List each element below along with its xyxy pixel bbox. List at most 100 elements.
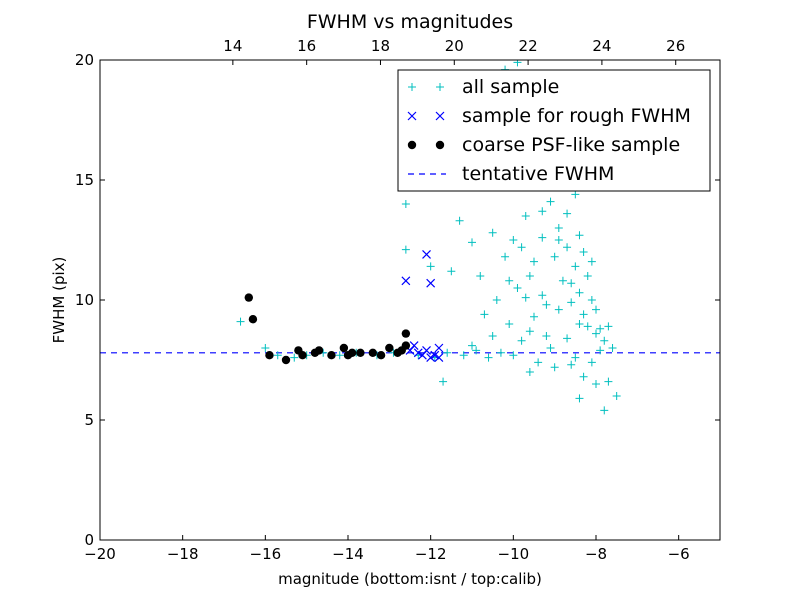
x-tick-label: −8 bbox=[585, 545, 607, 563]
all-sample-point bbox=[554, 224, 563, 232]
x-tick-label: −18 bbox=[167, 545, 199, 563]
all-sample-point bbox=[587, 296, 596, 304]
all-sample-point bbox=[538, 207, 547, 216]
all-sample-point bbox=[530, 312, 538, 321]
top-tick-label: 20 bbox=[445, 37, 464, 55]
all-sample-point bbox=[592, 305, 600, 314]
all-sample-point bbox=[596, 324, 605, 333]
all-sample-point bbox=[571, 190, 580, 199]
axis-ticks: −20 −18 −16 −14 −12 −10 −8 −6 0 5 10 15 20 14 16 18 20 22… bbox=[75, 37, 720, 563]
all-sample-point bbox=[538, 233, 547, 242]
all-sample-point bbox=[443, 348, 452, 357]
psf-like-point bbox=[376, 351, 386, 360]
rough-fwhm-point bbox=[422, 345, 431, 355]
all-sample-point bbox=[567, 298, 576, 307]
all-sample-point bbox=[604, 322, 613, 331]
all-sample-point bbox=[273, 351, 282, 360]
all-sample-point bbox=[575, 394, 584, 403]
legend-entry: tentative FWHM bbox=[462, 163, 614, 185]
all-sample-point bbox=[546, 344, 555, 352]
all-sample-point bbox=[563, 334, 572, 343]
rough-fwhm-point bbox=[430, 350, 440, 360]
all-sample-point bbox=[542, 332, 551, 340]
legend-entry: all sample bbox=[462, 76, 559, 98]
all-sample-point bbox=[484, 353, 493, 362]
all-sample-point bbox=[600, 406, 609, 415]
all-sample-point bbox=[575, 288, 584, 297]
top-tick-label: 18 bbox=[371, 37, 390, 55]
all-sample-point bbox=[542, 300, 551, 309]
top-tick-label: 26 bbox=[666, 37, 685, 55]
all-sample-point bbox=[505, 276, 514, 285]
rough-fwhm-point bbox=[422, 249, 431, 259]
y-axis-label: FWHM (pix) bbox=[50, 257, 68, 344]
all-sample-point bbox=[558, 276, 567, 285]
psf-like-point bbox=[248, 315, 258, 324]
x-tick-label: −10 bbox=[498, 545, 530, 563]
all-sample-point bbox=[592, 329, 600, 338]
all-sample-point bbox=[488, 332, 497, 340]
all-sample-point bbox=[505, 320, 514, 328]
all-sample-point bbox=[596, 346, 605, 355]
all-sample-point bbox=[492, 296, 501, 304]
all-sample-point bbox=[290, 353, 299, 362]
all-sample-point bbox=[600, 336, 609, 345]
all-sample-point bbox=[426, 262, 435, 271]
all-sample-point bbox=[447, 267, 456, 276]
rough-fwhm-point bbox=[426, 278, 436, 288]
all-sample-point bbox=[567, 279, 576, 288]
top-tick-label: 24 bbox=[592, 37, 611, 55]
all-sample-point bbox=[567, 360, 576, 369]
legend-box bbox=[397, 69, 711, 192]
rough-fwhm-point bbox=[426, 353, 436, 363]
x-tick-label: −6 bbox=[668, 545, 690, 563]
all-sample-point bbox=[583, 322, 592, 331]
all-sample-point bbox=[521, 212, 530, 220]
all-sample-point bbox=[335, 351, 344, 360]
psf-like-point bbox=[347, 348, 357, 357]
all-sample-point bbox=[563, 243, 572, 252]
psf-like-point bbox=[265, 351, 274, 360]
y-tick-label: 5 bbox=[84, 411, 94, 429]
all-sample-point bbox=[525, 368, 534, 376]
all-sample-point bbox=[501, 252, 510, 261]
legend-swatch bbox=[408, 83, 416, 91]
legend: all sample sample for rough FWHM coarse PS… bbox=[397, 69, 711, 192]
top-tick-label: 16 bbox=[297, 37, 316, 55]
all-sample-point bbox=[612, 392, 621, 400]
all-sample-point bbox=[236, 317, 245, 326]
all-sample-point bbox=[521, 293, 530, 302]
all-sample-point bbox=[575, 320, 584, 328]
all-sample-point bbox=[579, 310, 588, 319]
legend-swatch bbox=[436, 83, 444, 91]
all-sample-point bbox=[525, 272, 534, 280]
legend-swatch bbox=[407, 111, 417, 121]
all-sample-point bbox=[517, 336, 526, 345]
all-sample-point bbox=[468, 341, 476, 350]
rough-fwhm-point bbox=[434, 343, 444, 353]
legend-entry: coarse PSF-like sample bbox=[462, 134, 680, 156]
psf-like-point bbox=[298, 351, 307, 360]
all-sample-point bbox=[579, 248, 588, 256]
psf-like-point bbox=[281, 355, 291, 365]
y-tick-label: 20 bbox=[75, 51, 94, 69]
all-sample-point bbox=[472, 346, 481, 355]
all-sample-point bbox=[261, 344, 270, 352]
legend-swatch bbox=[435, 111, 445, 121]
all-sample-point bbox=[513, 284, 522, 292]
all-sample-point bbox=[608, 344, 617, 352]
psf-like-point bbox=[244, 293, 253, 302]
all-sample-point bbox=[587, 358, 596, 367]
chart-title: FWHM vs magnitudes bbox=[307, 11, 513, 33]
all-sample-point bbox=[468, 238, 476, 247]
all-sample-point bbox=[439, 377, 448, 386]
all-sample-point bbox=[571, 353, 580, 362]
rough-fwhm-point bbox=[409, 341, 419, 351]
all-sample-point bbox=[401, 200, 410, 208]
psf-like-point bbox=[356, 348, 365, 357]
all-sample-point bbox=[509, 236, 518, 244]
psf-like-point bbox=[385, 343, 394, 353]
all-sample-point bbox=[583, 272, 592, 280]
psf-like-point bbox=[401, 329, 411, 338]
rough-fwhm-point bbox=[413, 348, 423, 358]
